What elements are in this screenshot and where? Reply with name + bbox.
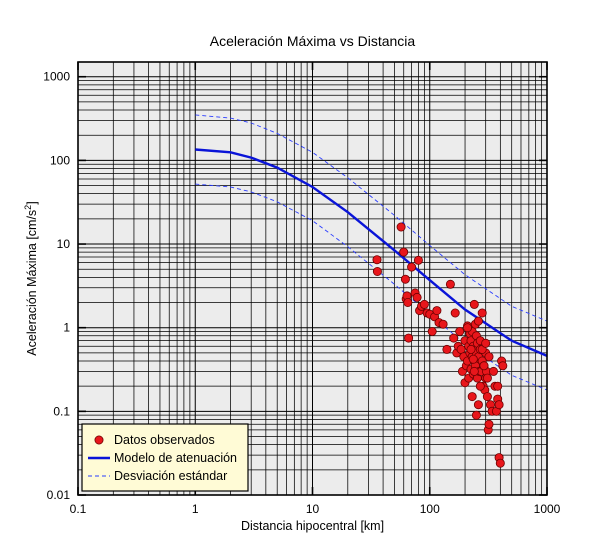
data-point <box>445 279 455 289</box>
x-tick-label: 0.1 <box>70 502 87 516</box>
data-point <box>404 333 414 343</box>
data-point <box>442 344 452 354</box>
data-point <box>419 299 429 309</box>
grid <box>77 62 547 496</box>
data-point <box>482 373 492 383</box>
chart-title: Aceleración Máxima vs Distancia <box>210 33 416 49</box>
data-point <box>484 419 494 429</box>
legend-label-modelo-de-atenuacion: Modelo de atenuación <box>114 451 237 465</box>
data-point <box>462 323 472 333</box>
legend-label-desviacion-estandar: Desviación estándar <box>114 469 227 483</box>
x-tick-label: 10 <box>306 502 320 516</box>
data-point <box>471 410 481 420</box>
y-tick-label: 0.1 <box>53 404 70 418</box>
data-point <box>495 458 505 468</box>
x-tick-label: 1000 <box>534 502 561 516</box>
data-point <box>372 266 382 276</box>
y-tick-label: 100 <box>50 153 70 167</box>
data-point <box>413 255 423 265</box>
data-point <box>432 306 442 316</box>
data-point <box>467 392 477 402</box>
y-tick-label: 0.01 <box>47 488 71 502</box>
data-points <box>372 222 508 468</box>
legend-label-datos-observados: Datos observados <box>114 433 215 447</box>
y-axis-title-end: ] <box>25 201 39 204</box>
data-point <box>466 344 476 354</box>
data-point <box>438 319 448 329</box>
y-tick-label: 1000 <box>43 70 70 84</box>
data-point <box>494 400 504 410</box>
data-point <box>407 262 417 272</box>
data-point <box>473 316 483 326</box>
data-point <box>479 361 489 371</box>
data-point <box>493 381 503 391</box>
data-point <box>498 361 508 371</box>
legend-marker-datos-observados <box>94 435 104 445</box>
data-point <box>475 381 485 391</box>
data-point <box>399 247 409 257</box>
y-tick-label: 1 <box>63 321 70 335</box>
data-point <box>455 326 465 336</box>
data-point <box>427 326 437 336</box>
data-point <box>450 308 460 318</box>
y-tick-label: 10 <box>57 237 71 251</box>
data-point <box>473 400 483 410</box>
data-point <box>477 308 487 318</box>
data-point <box>400 274 410 284</box>
data-point <box>481 338 491 348</box>
data-point <box>412 292 422 302</box>
x-tick-label: 1 <box>192 502 199 516</box>
x-axis-title: Distancia hipocentral [km] <box>241 519 384 533</box>
y-axis-title-sup: 2 <box>23 205 33 210</box>
y-axis-title-main: Aceleración Máxima [cm/s <box>25 210 39 356</box>
legend: Datos observados Modelo de atenuación De… <box>81 423 249 492</box>
data-point <box>469 366 479 376</box>
data-point <box>469 299 479 309</box>
data-point <box>484 352 494 362</box>
data-point <box>403 297 413 307</box>
data-point <box>396 222 406 232</box>
data-point <box>449 333 459 343</box>
data-point <box>488 366 498 376</box>
series-line-desviacion-upper <box>195 114 548 322</box>
y-axis-title: Aceleración Máxima [cm/s2] <box>23 201 39 355</box>
data-point <box>372 255 382 265</box>
data-point <box>482 392 492 402</box>
data-point <box>468 354 478 364</box>
x-tick-label: 100 <box>420 502 440 516</box>
